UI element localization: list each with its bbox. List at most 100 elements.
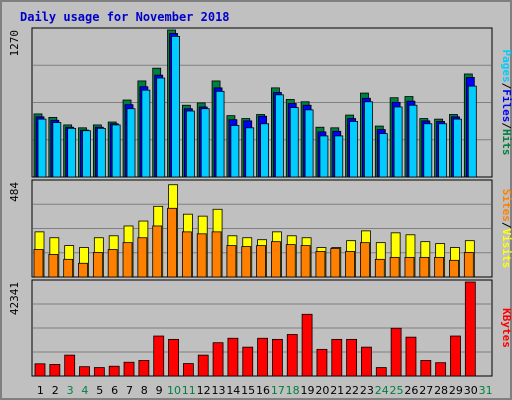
legend-separator: / xyxy=(500,122,512,129)
x-tick-label-day-8: 8 xyxy=(141,384,148,397)
x-tick-label-day-24: 24 xyxy=(375,384,389,397)
bar-sites-day-24 xyxy=(374,258,385,278)
x-tick-label-day-11: 11 xyxy=(182,384,196,397)
bar-pages-day-4 xyxy=(82,130,91,178)
bar-pages-day-2 xyxy=(52,122,62,178)
x-tick-label-day-20: 20 xyxy=(315,384,329,397)
bar-kbytes-day-11 xyxy=(182,363,194,377)
bar-sites-day-21 xyxy=(330,248,341,278)
x-tick-label-day-3: 3 xyxy=(67,384,74,397)
legend-hits: Hits xyxy=(500,129,512,156)
bar-pages-day-11 xyxy=(185,110,195,178)
bar-pages-day-1 xyxy=(37,118,47,178)
bar-sites-day-3 xyxy=(63,258,74,278)
bar-kbytes-day-25 xyxy=(390,327,402,377)
bar-kbytes-day-2 xyxy=(49,364,61,377)
x-tick-label-day-7: 7 xyxy=(126,384,133,397)
x-tick-label-day-26: 26 xyxy=(404,384,418,397)
legend-pages: Pages xyxy=(500,50,512,83)
bar-pages-day-3 xyxy=(67,127,77,178)
x-tick-label-day-4: 4 xyxy=(81,384,88,397)
bar-sites-day-12 xyxy=(196,233,207,278)
bar-kbytes-day-19 xyxy=(301,313,313,377)
bar-sites-day-27 xyxy=(419,256,430,278)
bar-kbytes-day-16 xyxy=(257,337,268,377)
bar-pages-day-14 xyxy=(230,125,240,178)
x-tick-label-day-15: 15 xyxy=(241,384,255,397)
legend-separator: / xyxy=(500,83,512,90)
bar-sites-day-5 xyxy=(92,252,103,278)
bar-kbytes-day-17 xyxy=(272,338,283,377)
bar-kbytes-day-26 xyxy=(405,336,417,377)
legend-sites: Sites xyxy=(500,189,512,222)
y-max-label-visits: 484 xyxy=(8,182,21,202)
bar-sites-day-4 xyxy=(78,262,88,278)
bar-kbytes-day-6 xyxy=(108,365,120,377)
chart-title: Daily usage for November 2018 xyxy=(20,10,230,24)
bar-pages-day-24 xyxy=(378,133,388,178)
x-tick-label-day-23: 23 xyxy=(360,384,374,397)
bar-kbytes-day-28 xyxy=(435,362,447,377)
legend-visits: Visits xyxy=(500,229,512,269)
bar-sites-day-7 xyxy=(122,242,133,278)
bar-pages-day-10 xyxy=(171,35,180,178)
bar-kbytes-day-23 xyxy=(361,346,372,377)
bar-pages-day-8 xyxy=(141,89,151,178)
bar-kbytes-day-27 xyxy=(420,360,432,377)
bar-kbytes-day-15 xyxy=(242,346,254,377)
bar-kbytes-day-13 xyxy=(212,342,224,377)
bar-kbytes-day-29 xyxy=(450,335,461,377)
x-tick-label-day-18: 18 xyxy=(286,384,300,397)
bar-pages-day-18 xyxy=(289,107,299,178)
bar-pages-day-23 xyxy=(364,101,373,178)
bar-kbytes-day-10 xyxy=(168,338,179,377)
y-max-label-kbytes: 42341 xyxy=(8,282,21,315)
bar-kbytes-day-5 xyxy=(93,367,105,377)
bar-pages-day-9 xyxy=(156,77,166,178)
bar-sites-day-25 xyxy=(389,256,400,278)
x-tick-label-day-16: 16 xyxy=(256,384,270,397)
bar-pages-day-16 xyxy=(260,123,269,178)
bar-pages-day-20 xyxy=(319,135,329,178)
bar-kbytes-day-21 xyxy=(331,338,343,377)
bar-kbytes-day-3 xyxy=(64,354,76,377)
bar-kbytes-day-9 xyxy=(153,335,165,377)
bar-sites-day-15 xyxy=(241,246,252,278)
bar-kbytes-day-1 xyxy=(34,363,46,377)
legend-files: Files xyxy=(500,89,512,122)
bar-kbytes-day-7 xyxy=(123,361,135,377)
x-tick-label-day-1: 1 xyxy=(37,384,44,397)
bar-kbytes-day-30 xyxy=(464,281,476,377)
bar-pages-day-13 xyxy=(215,90,225,178)
bar-sites-day-16 xyxy=(256,245,266,278)
x-tick-label-day-12: 12 xyxy=(197,384,211,397)
x-tick-label-day-6: 6 xyxy=(111,384,118,397)
legend-separator: / xyxy=(500,222,512,229)
bar-sites-day-28 xyxy=(434,256,445,278)
bar-sites-day-22 xyxy=(345,251,356,278)
bar-sites-day-11 xyxy=(181,231,192,278)
legend-pages-files-hits: Pages/Files/Hits xyxy=(500,50,512,156)
x-tick-label-day-27: 27 xyxy=(419,384,433,397)
bar-pages-day-30 xyxy=(467,85,477,178)
bar-sites-day-8 xyxy=(137,237,148,278)
bar-pages-day-22 xyxy=(349,121,359,178)
bar-pages-day-15 xyxy=(245,127,255,178)
bar-kbytes-day-8 xyxy=(138,360,150,377)
bar-sites-day-9 xyxy=(152,225,163,278)
x-tick-label-day-10: 10 xyxy=(167,384,181,397)
x-tick-label-day-17: 17 xyxy=(271,384,285,397)
bar-sites-day-19 xyxy=(300,245,311,278)
x-tick-label-day-13: 13 xyxy=(211,384,225,397)
bar-sites-day-20 xyxy=(315,251,326,278)
legend-sites-visits: Sites/Visits xyxy=(500,189,512,269)
bar-sites-day-2 xyxy=(48,254,59,278)
bar-pages-day-17 xyxy=(275,94,284,178)
bar-kbytes-day-18 xyxy=(286,334,298,377)
x-tick-label-day-28: 28 xyxy=(434,384,448,397)
bar-kbytes-day-20 xyxy=(316,348,328,377)
bar-sites-day-1 xyxy=(33,249,44,278)
bar-pages-day-29 xyxy=(453,118,462,178)
bar-sites-day-10 xyxy=(167,207,177,278)
